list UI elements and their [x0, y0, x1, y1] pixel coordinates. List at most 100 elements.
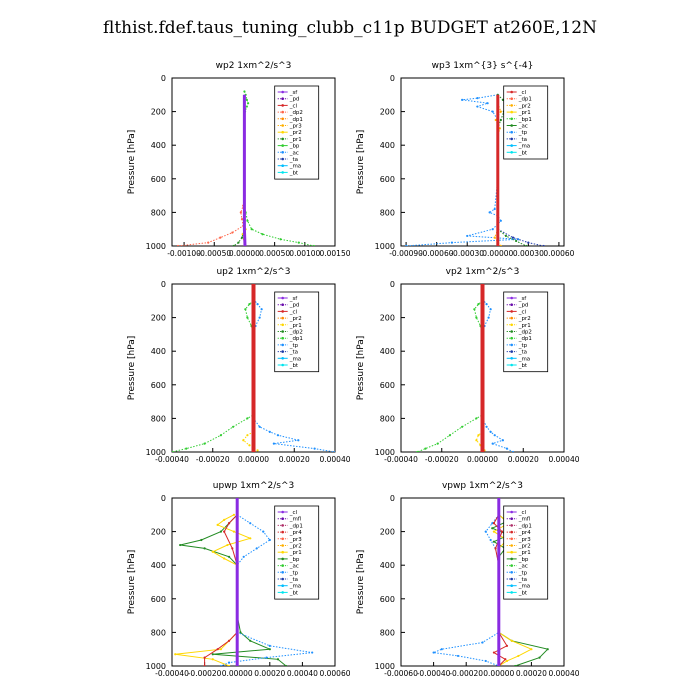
legend-entry: _dp1 — [289, 117, 303, 123]
data-point — [491, 228, 494, 231]
data-point — [475, 439, 478, 442]
data-point — [500, 530, 504, 533]
data-point — [493, 434, 496, 437]
data-point — [260, 308, 263, 311]
profiles — [176, 90, 315, 246]
y-tick-label: 200 — [151, 314, 166, 323]
data-point — [515, 239, 518, 243]
legend-marker — [510, 357, 513, 360]
legend-marker — [281, 584, 284, 587]
data-point — [313, 447, 316, 450]
y-tick-label: 600 — [151, 595, 166, 604]
data-point — [450, 241, 454, 244]
legend-marker — [510, 517, 513, 520]
legend-entry: _dp2 — [289, 330, 303, 336]
series-line-dp1 — [172, 300, 254, 452]
legend-entry: _ma — [518, 356, 530, 362]
data-point — [504, 658, 507, 661]
x-tick-label: -0.00020 — [188, 669, 222, 678]
series-line-ta — [497, 228, 544, 246]
legend-marker — [510, 151, 513, 154]
data-point — [219, 236, 222, 239]
x-tick-label: -0.00100 — [167, 249, 201, 258]
data-point — [424, 447, 427, 450]
legend-entry: _ac — [518, 564, 528, 570]
data-point — [466, 234, 469, 238]
legend-entry: _ta — [518, 577, 527, 583]
legend-marker — [510, 584, 513, 587]
x-tick-label: 0.00000 — [222, 669, 253, 678]
x-tick-label: 0.00000 — [467, 455, 498, 464]
data-point — [517, 654, 520, 658]
legend-entry: _mfl — [518, 517, 531, 523]
legend-entry: _bt — [289, 363, 299, 369]
y-tick-label: 800 — [151, 208, 166, 217]
legend-entry: _pr3 — [289, 537, 303, 543]
legend-entry: _pr2 — [518, 103, 531, 109]
y-axis-label: Pressure [hPa] — [127, 550, 137, 615]
legend-marker — [281, 323, 284, 327]
data-point — [511, 236, 515, 239]
data-point — [297, 241, 300, 244]
data-point — [487, 316, 490, 319]
data-point — [448, 434, 451, 437]
legend-marker — [510, 310, 513, 313]
legend-entry: _sf — [289, 296, 299, 302]
profiles — [174, 498, 314, 666]
legend-entry: _pd — [289, 303, 300, 309]
y-tick-label: 0 — [161, 280, 166, 289]
x-tick-label: -0.00050 — [197, 249, 231, 258]
data-point — [485, 303, 488, 306]
legend-marker — [281, 577, 284, 581]
y-axis-label: Pressure [hPa] — [356, 130, 366, 195]
data-point — [440, 648, 443, 651]
data-point — [404, 244, 408, 246]
legend-entry: _ma — [289, 164, 301, 170]
series-line-ac — [497, 94, 527, 246]
legend-entry: _ta — [518, 137, 527, 143]
legend-entry: _dp1 — [518, 336, 532, 342]
data-point — [488, 211, 491, 214]
legend-entry: _ac — [518, 124, 528, 130]
legend-entry: _ta — [289, 350, 298, 356]
legend-entry: _cl — [289, 510, 298, 516]
legend-entry: _ma — [518, 144, 530, 150]
legend-marker — [510, 537, 513, 541]
series-line-bp — [180, 514, 287, 666]
legend-marker — [281, 537, 284, 541]
legend-marker — [281, 110, 284, 114]
legend-marker — [510, 144, 513, 147]
data-point — [203, 547, 206, 550]
legend-entry: _cl — [289, 103, 298, 109]
x-tick-label: 0.00050 — [259, 249, 290, 258]
data-point — [244, 308, 247, 311]
y-axis-label: Pressure [hPa] — [356, 550, 366, 615]
x-tick-label: 0.00000 — [482, 249, 513, 258]
data-point — [249, 537, 252, 540]
y-tick-label: 1000 — [146, 662, 166, 671]
legend-marker — [281, 550, 284, 554]
legend-entry: _ma — [289, 356, 301, 362]
x-tick-label: 0.00000 — [229, 249, 260, 258]
data-point — [333, 450, 335, 452]
data-point — [250, 228, 253, 231]
data-point — [492, 540, 496, 543]
legend-entry: _cl — [518, 309, 527, 315]
data-point — [242, 439, 245, 442]
data-point — [258, 425, 261, 428]
x-tick-label: 0.00030 — [513, 249, 544, 258]
legend-entry: _pr2 — [289, 316, 302, 322]
legend-entry: _bp — [518, 557, 529, 563]
data-point — [227, 661, 231, 664]
legend-marker — [281, 296, 284, 300]
legend-marker — [510, 564, 513, 567]
legend-marker — [281, 316, 284, 320]
data-point — [243, 90, 246, 93]
legend-marker — [510, 524, 513, 527]
profiles — [416, 284, 515, 452]
legend-marker — [281, 336, 284, 340]
data-point — [499, 219, 502, 222]
data-point — [546, 648, 549, 651]
data-point — [207, 241, 210, 244]
